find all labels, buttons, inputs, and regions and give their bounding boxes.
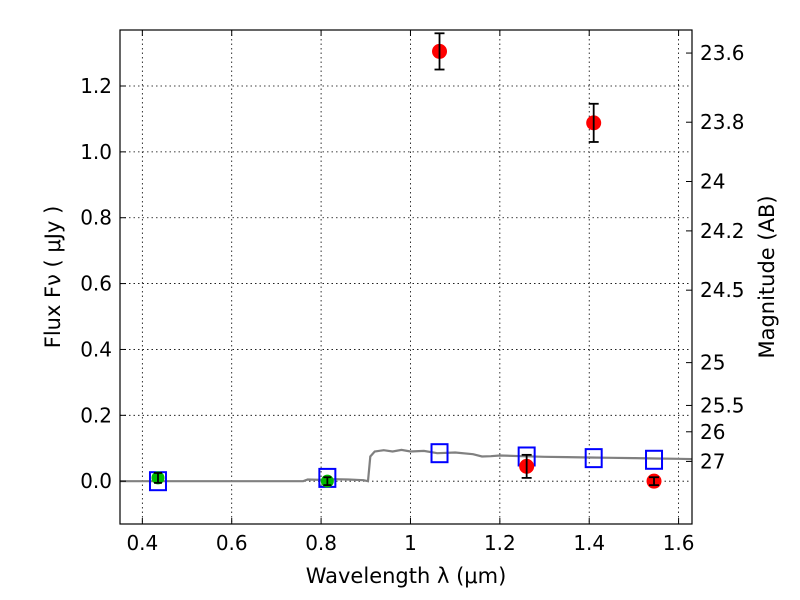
y2-tick-label: 25: [700, 351, 725, 375]
y2-tick-label: 24: [700, 169, 725, 193]
model-photometry-square: [430, 443, 449, 464]
plot-frame: [119, 29, 693, 525]
y-tick-label: 0.8: [80, 206, 112, 230]
sed-curve-layer: [120, 448, 693, 483]
x-tick-label: 1.2: [484, 531, 516, 555]
y2-tick-label: 26: [700, 420, 725, 444]
y-tick-label: 0.6: [80, 272, 112, 296]
model-photometry-square: [645, 449, 664, 470]
y-tick-label: 1.0: [80, 140, 112, 164]
y2-tick-label: 23.6: [700, 41, 745, 65]
x-tick-label: 1.6: [663, 531, 695, 555]
sed-model-line: [120, 448, 693, 483]
y2-tick-label: 25.5: [700, 393, 745, 417]
x-tick-label: 0.4: [126, 531, 158, 555]
model-photometry-square: [584, 448, 603, 469]
x-tick-label: 1: [404, 531, 417, 555]
y2-tick-label: 27: [700, 449, 725, 473]
y2-tick-label: 24.2: [700, 219, 745, 243]
y2-tick-label: 24.5: [700, 278, 745, 302]
x-axis-title: Wavelength λ (μm): [306, 564, 507, 588]
y2-axis-title: Magnitude (AB): [755, 195, 779, 358]
y-tick-label: 0.0: [80, 469, 112, 493]
x-tick-label: 0.6: [216, 531, 248, 555]
tick-layer: 0.4 0.6 0.8 1 1.2 1.4 1.6 0.0 0.2 0.4 0.6 0.8 1.0 1.2…: [80, 30, 745, 555]
x-tick-label: 0.8: [305, 531, 337, 555]
marker-layer: [148, 32, 664, 492]
y2-tick-label: 23.8: [700, 110, 745, 134]
y-tick-label: 1.2: [80, 74, 112, 98]
y-tick-label: 0.2: [80, 403, 112, 427]
y-axis-title: Flux Fν ( μJy ): [41, 206, 65, 349]
y-tick-label: 0.4: [80, 337, 112, 361]
x-tick-label: 1.4: [573, 531, 605, 555]
